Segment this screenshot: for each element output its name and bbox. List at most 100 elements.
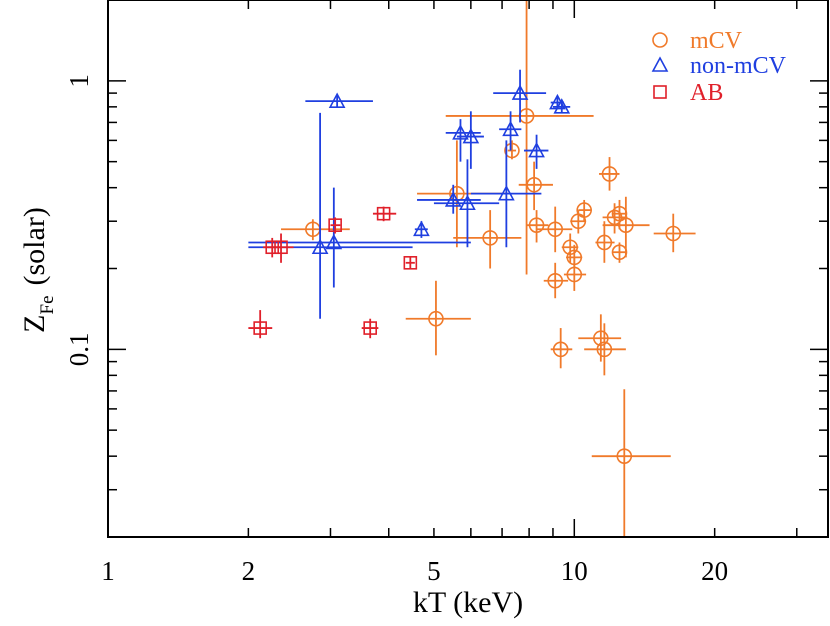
marker-triangle bbox=[502, 120, 519, 137]
series-non-mcv bbox=[248, 69, 571, 319]
marker-circle bbox=[596, 234, 613, 251]
x-tick-label: 2 bbox=[242, 556, 256, 586]
marker-circle bbox=[618, 217, 634, 233]
marker-triangle bbox=[328, 92, 346, 108]
x-tick-label: 5 bbox=[427, 556, 441, 586]
marker-square bbox=[376, 206, 391, 221]
data-point-mcv bbox=[653, 213, 696, 253]
y-axis-title-suffix: (solar) bbox=[18, 207, 51, 285]
marker-circle bbox=[552, 341, 569, 358]
marker-triangle bbox=[553, 98, 571, 114]
legend-label-mcv: mCV bbox=[690, 28, 743, 54]
x-tick-label: 10 bbox=[561, 556, 588, 586]
x-tick-labels: 1 2 5 10 20 bbox=[101, 556, 728, 586]
marker-circle bbox=[547, 272, 564, 289]
data-point-mcv bbox=[602, 196, 650, 258]
marker-circle bbox=[528, 217, 545, 233]
data-point-non-mcv bbox=[456, 111, 484, 169]
minor-ticks bbox=[107, 0, 828, 538]
marker-square bbox=[363, 321, 377, 335]
marker-square bbox=[403, 256, 418, 270]
marker-square bbox=[328, 218, 342, 232]
y-tick-label: 0.1 bbox=[64, 332, 94, 366]
marker-circle bbox=[562, 239, 579, 256]
legend-label-ab: AB bbox=[690, 80, 723, 106]
data-point-mcv bbox=[518, 161, 553, 211]
marker-square bbox=[274, 240, 288, 255]
data-point-ab bbox=[372, 206, 397, 222]
data-point-non-mcv bbox=[493, 69, 547, 123]
data-point-mcv bbox=[453, 210, 522, 269]
y-axis-title-subscript: Fe bbox=[37, 295, 58, 314]
marker-triangle bbox=[459, 194, 476, 211]
data-point-mcv bbox=[563, 257, 587, 291]
data-point-mcv bbox=[576, 199, 592, 222]
svg-text:ZFe(solar): ZFe (solar) bbox=[18, 207, 58, 333]
data-point-non-mcv bbox=[305, 92, 373, 108]
marker-circle bbox=[547, 221, 564, 238]
data-point-ab bbox=[248, 310, 273, 339]
legend-item-ab: AB bbox=[653, 80, 723, 106]
marker-triangle bbox=[528, 141, 545, 158]
legend-marker-ab bbox=[653, 85, 667, 99]
legend-item-mcv: mCV bbox=[652, 28, 743, 54]
y-tick-labels: 0.11 bbox=[64, 74, 94, 366]
y-tick-label: 1 bbox=[64, 74, 94, 88]
legend-marker-mcv bbox=[652, 32, 668, 48]
data-point-non-mcv bbox=[470, 140, 542, 248]
marker-circle bbox=[596, 341, 613, 358]
marker-triangle bbox=[325, 233, 343, 250]
marker-triangle bbox=[311, 238, 329, 255]
marker-circle bbox=[593, 330, 609, 347]
data-point-mcv bbox=[526, 210, 549, 243]
data-point-ab bbox=[403, 256, 418, 270]
marker-circle bbox=[576, 202, 592, 218]
data-point-ab bbox=[267, 233, 294, 263]
data-point-mcv bbox=[504, 140, 520, 160]
data-point-mcv bbox=[536, 206, 573, 253]
x-axis-title: kT (keV) bbox=[413, 586, 523, 619]
legend-item-non-mcv: non-mCV bbox=[651, 53, 787, 79]
legend-label-non-mcv: non-mCV bbox=[690, 53, 787, 79]
series-ab bbox=[248, 206, 418, 339]
data-point-mcv bbox=[578, 314, 622, 362]
data-point-mcv bbox=[405, 280, 471, 356]
data-point-non-mcv bbox=[499, 111, 522, 151]
y-axis-title: ZFe (solar) bbox=[18, 207, 58, 333]
data-point-mcv bbox=[584, 323, 626, 376]
y-axis-title-main: Z bbox=[18, 314, 51, 332]
marker-circle bbox=[428, 310, 444, 327]
marker-circle bbox=[504, 142, 520, 159]
marker-triangle bbox=[413, 220, 430, 237]
marker-triangle bbox=[462, 127, 480, 144]
series-mcv bbox=[281, 0, 696, 537]
x-tick-label: 1 bbox=[101, 556, 115, 586]
marker-circle bbox=[665, 225, 682, 242]
marker-triangle bbox=[444, 191, 462, 207]
data-point-mcv bbox=[595, 221, 615, 263]
data-point-non-mcv bbox=[248, 187, 471, 288]
marker-circle bbox=[566, 266, 583, 283]
marker-triangle bbox=[452, 124, 469, 140]
legend-marker-non-mcv bbox=[651, 56, 669, 72]
marker-circle bbox=[616, 448, 633, 464]
marker-triangle bbox=[498, 184, 515, 201]
data-point-non-mcv bbox=[413, 220, 430, 238]
data-point-ab bbox=[361, 318, 379, 339]
data-point-mcv bbox=[611, 242, 628, 263]
data-point-non-mcv bbox=[523, 134, 549, 169]
plot-frame bbox=[107, 0, 829, 538]
data-point-mcv bbox=[599, 157, 620, 191]
marker-circle bbox=[482, 230, 498, 246]
marker-circle bbox=[526, 176, 542, 193]
marker-circle bbox=[601, 166, 618, 182]
data-point-mcv bbox=[591, 389, 671, 537]
data-point-mcv bbox=[281, 219, 350, 241]
legend: mCV non-mCV AB bbox=[651, 28, 787, 106]
marker-triangle bbox=[511, 84, 529, 100]
data-point-non-mcv bbox=[433, 159, 500, 248]
data-point-mcv bbox=[550, 328, 573, 369]
data-point-non-mcv bbox=[248, 112, 413, 319]
data-point-mcv bbox=[543, 262, 569, 299]
